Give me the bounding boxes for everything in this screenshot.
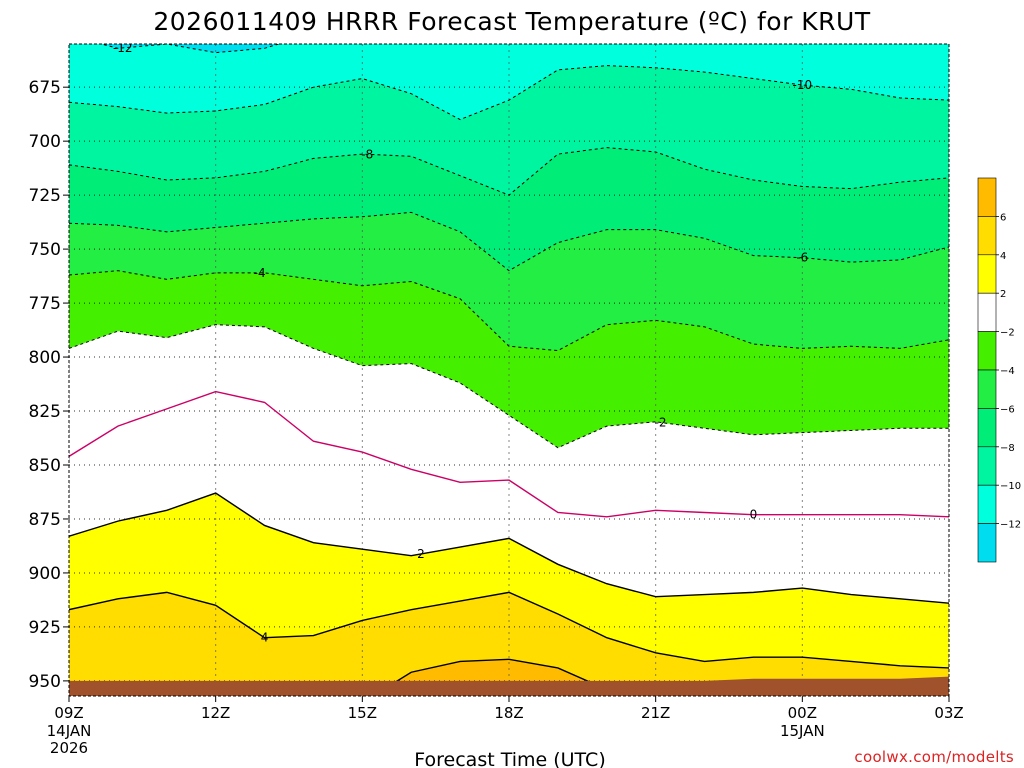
chart-title: 2026011409 HRRR Forecast Temperature (ºC… xyxy=(153,7,870,36)
x-tick-label: 09Z xyxy=(54,704,83,722)
x-tick-label: 12Z xyxy=(201,704,230,722)
contour-line xyxy=(69,65,949,121)
contour-line xyxy=(69,591,949,669)
x-tick-label: 21Z xyxy=(641,704,670,722)
x-tick-label: 03Z xyxy=(934,704,963,722)
y-tick-label: 850 xyxy=(29,456,61,476)
colorbar-segment xyxy=(977,369,997,409)
contour-label: -8 xyxy=(361,147,373,161)
contour-label: -10 xyxy=(793,78,813,92)
credit-link[interactable]: coolwx.com/modelts xyxy=(854,748,1014,766)
x-tick-date: 15JAN xyxy=(780,722,825,740)
colorbar-label: −2 xyxy=(1000,328,1015,339)
y-tick-label: 700 xyxy=(29,132,61,152)
y-tick-label: 925 xyxy=(29,618,61,638)
contour-line xyxy=(69,324,949,449)
x-tick-label: 15Z xyxy=(348,704,377,722)
contour-label: 0 xyxy=(750,508,758,522)
contour-label: 2 xyxy=(417,547,425,561)
x-tick-date: 14JAN xyxy=(47,722,92,740)
colorbar-segment xyxy=(977,216,997,256)
contour-label: -4 xyxy=(254,266,266,280)
y-tick-label: 900 xyxy=(29,564,61,584)
y-tick-label: 725 xyxy=(29,186,61,206)
contour-label: 4 xyxy=(261,631,269,645)
contour-label: -12 xyxy=(113,41,133,55)
plot-area: -12 -10 -8 -6 -4 -2 0 2 4 xyxy=(68,41,950,697)
colorbar-segment xyxy=(977,523,997,563)
ground-fill xyxy=(69,676,949,696)
temperature-colorbar: 6 4 2 −2 −4 −6 −8 −10 −12 xyxy=(977,177,1021,563)
y-tick-label: 800 xyxy=(29,348,61,368)
x-tick-label: 18Z xyxy=(494,704,523,722)
contour-line xyxy=(69,211,949,272)
y-tick-label: 950 xyxy=(29,672,61,692)
x-axis-title: Forecast Time (UTC) xyxy=(414,749,605,768)
colorbar-label: −10 xyxy=(1000,481,1021,492)
x-tick-label: 00Z xyxy=(788,704,817,722)
contour-line xyxy=(371,658,634,696)
y-tick-label: 750 xyxy=(29,240,61,260)
colorbar-label: 6 xyxy=(1000,212,1006,223)
pressure-axis: 675 700 725 750 775 800 825 850 875 900 925 950 xyxy=(29,78,69,692)
colorbar-segment xyxy=(977,177,997,217)
colorbar-segment xyxy=(977,292,997,332)
colorbar-label: −8 xyxy=(1000,443,1015,454)
colorbar-label: −6 xyxy=(1000,404,1015,415)
colorbar-segment xyxy=(977,254,997,294)
contour-line xyxy=(69,390,949,518)
colorbar-segment xyxy=(977,484,997,524)
y-tick-label: 875 xyxy=(29,510,61,530)
colorbar-label: −4 xyxy=(1000,366,1015,377)
contour-label: -2 xyxy=(655,415,667,429)
colorbar-segment xyxy=(977,408,997,448)
colorbar-label: 2 xyxy=(1000,289,1006,300)
contour-line xyxy=(69,492,949,604)
contour-line xyxy=(69,270,949,352)
y-tick-label: 675 xyxy=(29,78,61,98)
y-tick-label: 825 xyxy=(29,402,61,422)
colorbar-segment xyxy=(977,331,997,371)
y-tick-label: 775 xyxy=(29,294,61,314)
x-tick-year: 2026 xyxy=(50,739,88,757)
colorbar-segment xyxy=(977,446,997,486)
colorbar-label: 4 xyxy=(1000,251,1006,262)
plot-clip-group: -12 -10 -8 -6 -4 -2 0 2 4 xyxy=(69,41,949,696)
contour-label: -6 xyxy=(796,251,808,265)
contour-line xyxy=(69,147,949,196)
colorbar-label: −12 xyxy=(1000,520,1021,531)
